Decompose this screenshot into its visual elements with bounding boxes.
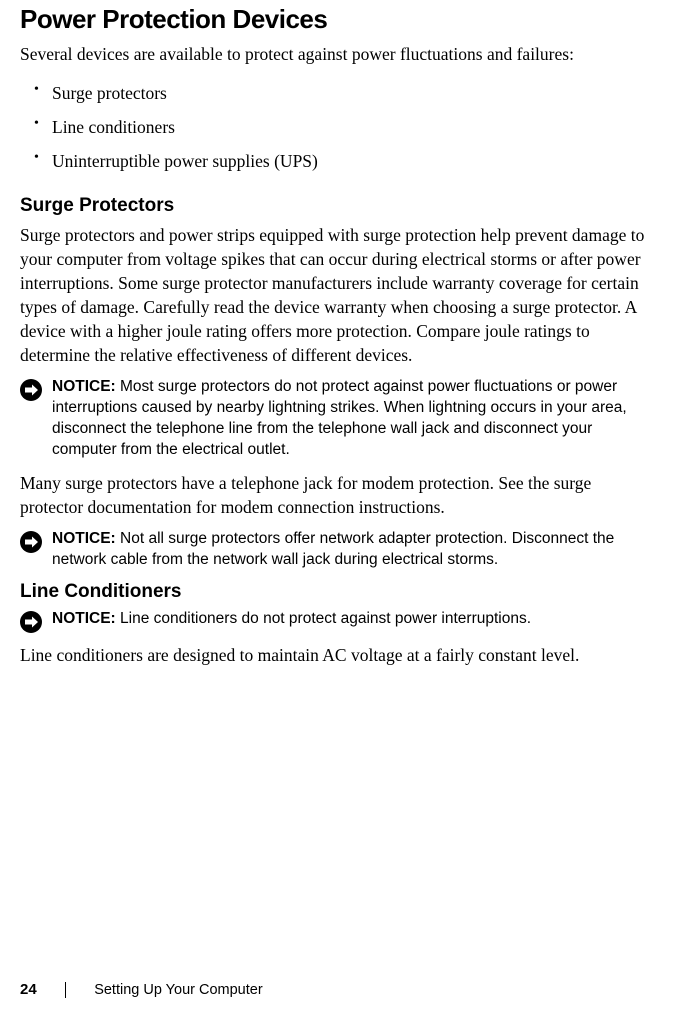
footer-divider [65, 982, 67, 998]
notice-block-3: NOTICE: Line conditioners do not protect… [20, 609, 655, 633]
notice-arrow-icon [20, 531, 42, 553]
list-item: Surge protectors [20, 79, 655, 107]
line-heading: Line Conditioners [20, 581, 655, 603]
page-number: 24 [20, 981, 37, 998]
notice-block-2: NOTICE: Not all surge protectors offer n… [20, 529, 655, 571]
surge-paragraph-2: Many surge protectors have a telephone j… [20, 471, 655, 519]
notice-label: NOTICE: [52, 610, 116, 627]
list-item: Line conditioners [20, 113, 655, 141]
list-item: Uninterruptible power supplies (UPS) [20, 147, 655, 175]
main-heading: Power Protection Devices [20, 4, 655, 35]
notice-text-1: NOTICE: Most surge protectors do not pro… [52, 377, 655, 461]
intro-text: Several devices are available to protect… [20, 43, 655, 67]
notice-label: NOTICE: [52, 378, 116, 395]
notice-label: NOTICE: [52, 530, 116, 547]
notice-arrow-icon [20, 379, 42, 401]
surge-paragraph-1: Surge protectors and power strips equipp… [20, 223, 655, 368]
line-paragraph-1: Line conditioners are designed to mainta… [20, 643, 655, 667]
notice-text-3: NOTICE: Line conditioners do not protect… [52, 609, 537, 630]
page-content: Power Protection Devices Several devices… [0, 0, 679, 667]
notice-text-2: NOTICE: Not all surge protectors offer n… [52, 529, 655, 571]
notice-body: Most surge protectors do not protect aga… [52, 378, 627, 458]
notice-body: Line conditioners do not protect against… [116, 610, 531, 627]
notice-block-1: NOTICE: Most surge protectors do not pro… [20, 377, 655, 461]
footer-section-title: Setting Up Your Computer [94, 982, 262, 998]
surge-heading: Surge Protectors [20, 195, 655, 217]
notice-body: Not all surge protectors offer network a… [52, 530, 614, 568]
bullet-list: Surge protectors Line conditioners Unint… [20, 79, 655, 175]
page-footer: 24 Setting Up Your Computer [20, 981, 263, 998]
notice-arrow-icon [20, 611, 42, 633]
